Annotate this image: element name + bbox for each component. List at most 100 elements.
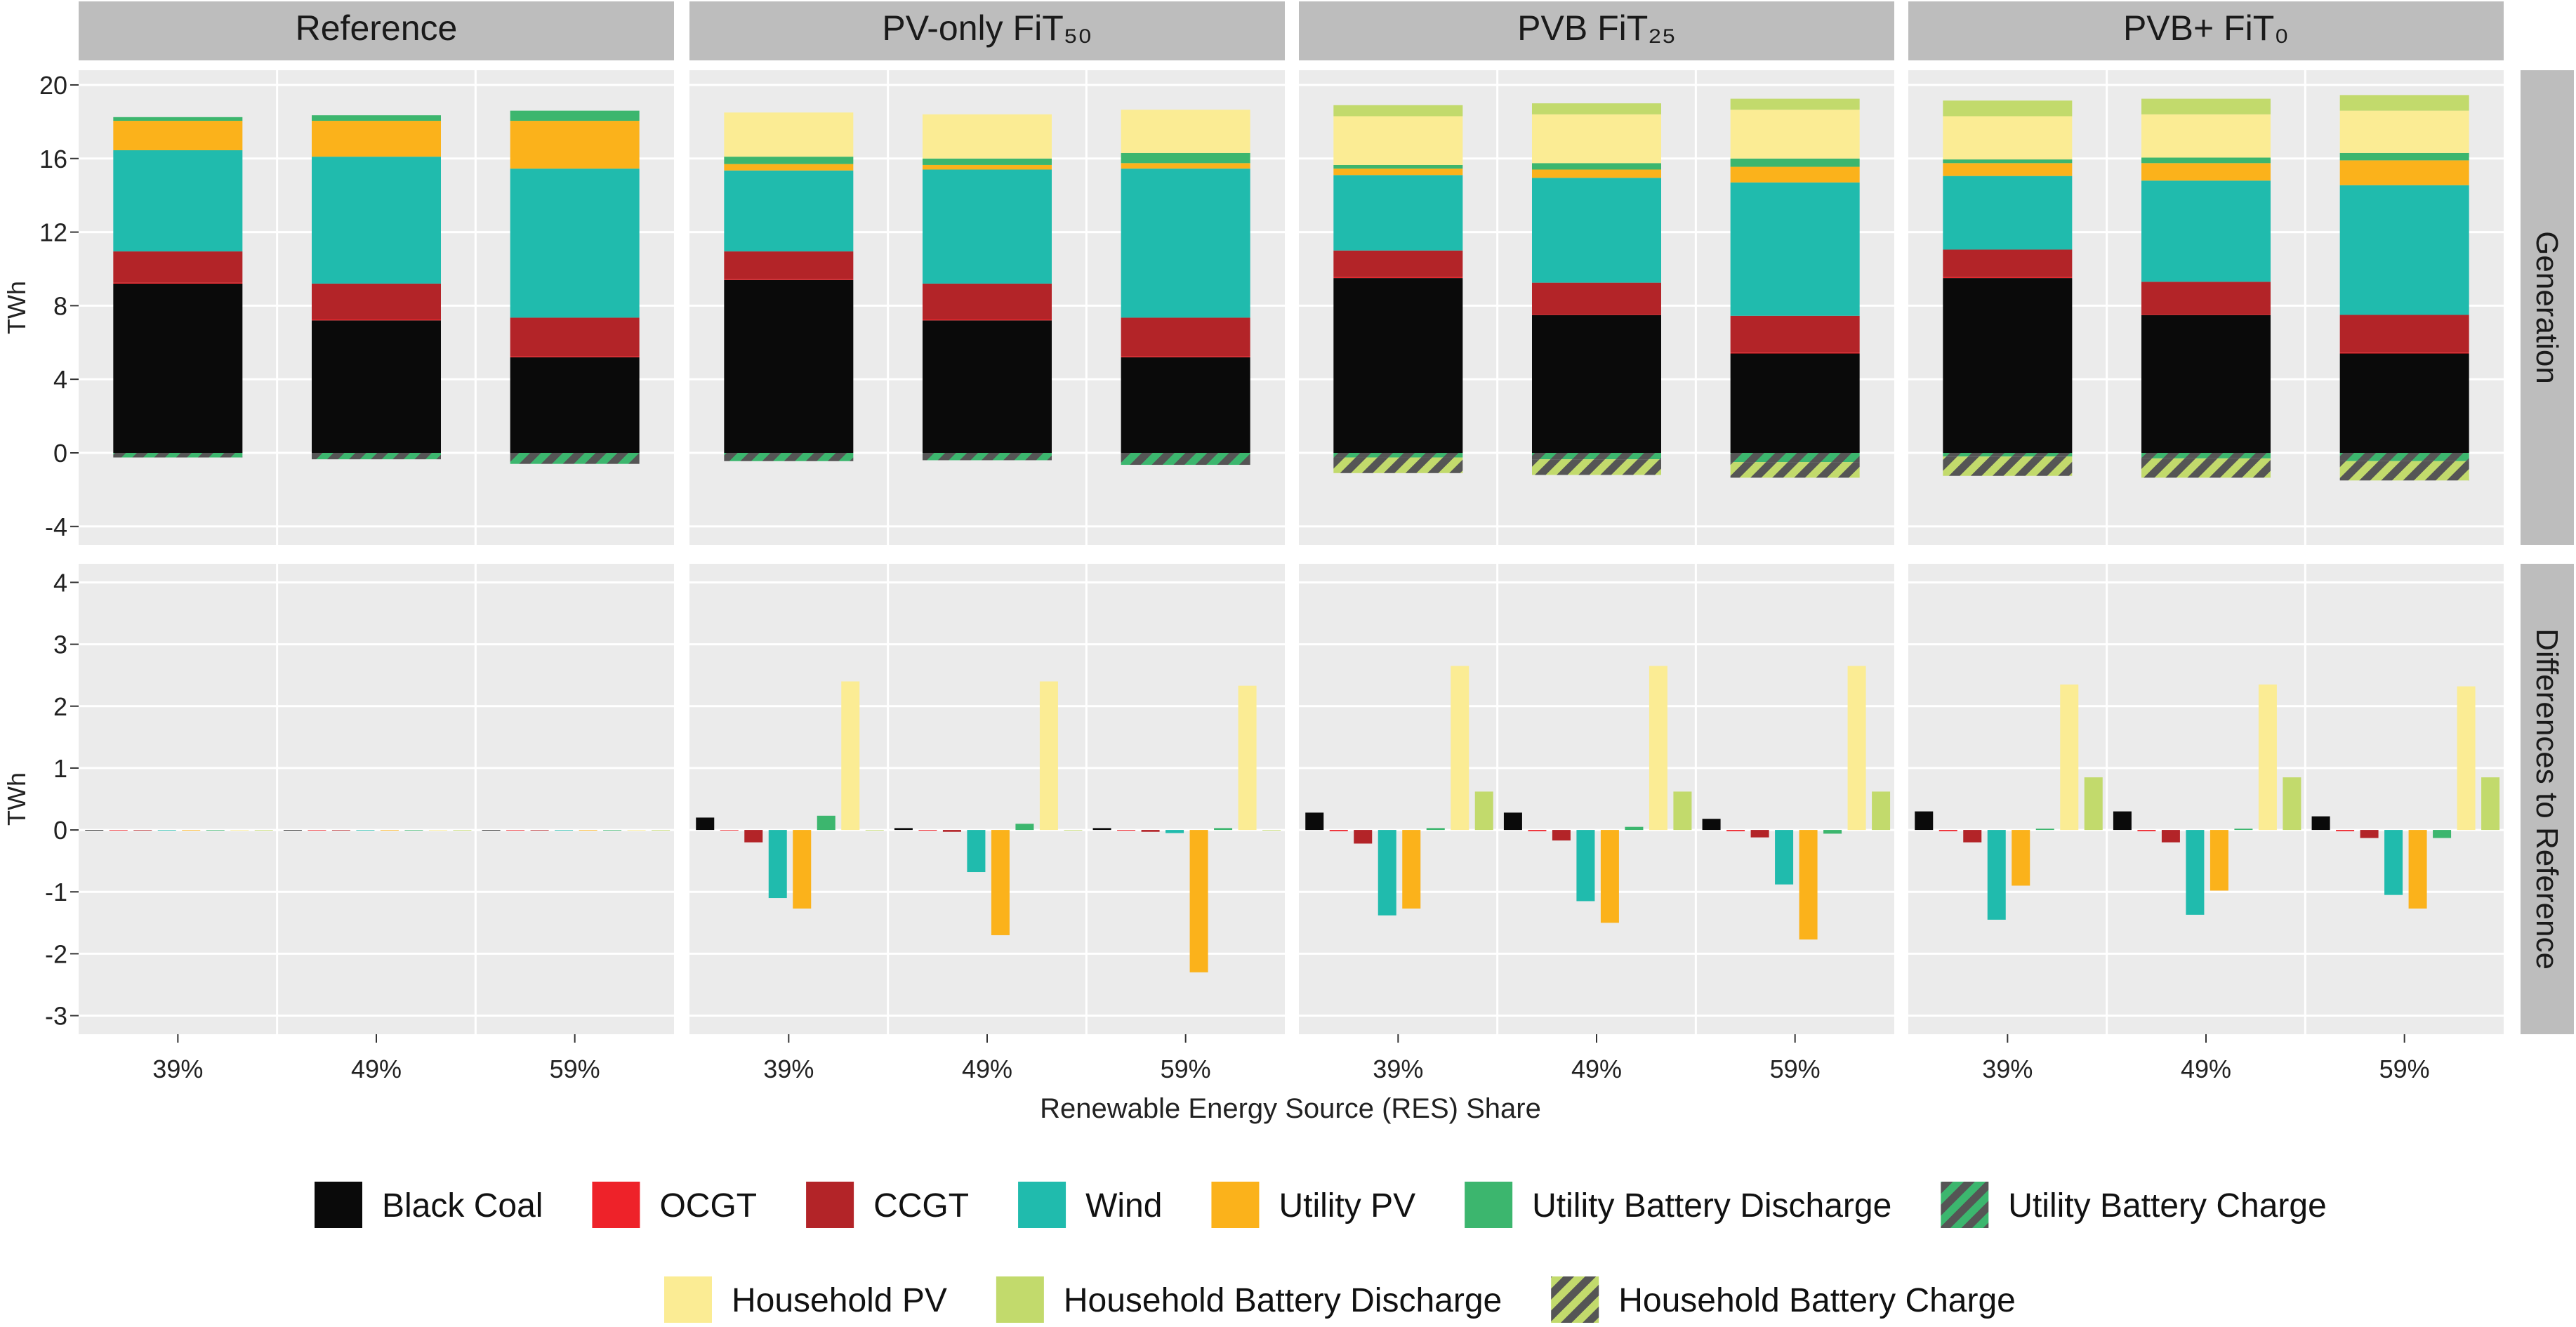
bar-segment-ocgt-39 [1943, 277, 2073, 279]
bar-segment-household-battery-charge-39 [1333, 457, 1463, 473]
diff-bar-household-battery-discharge-39 [2084, 777, 2103, 831]
diff-bar-utility-pv-59 [2408, 830, 2427, 909]
bar-segment-utility-battery-discharge-49 [923, 158, 1052, 165]
bar-segment-household-battery-discharge-59 [1730, 98, 1860, 110]
bar-segment-wind-49 [1532, 178, 1661, 283]
row-strip-background [2521, 564, 2574, 1034]
bar-segment-utility-battery-charge-49 [923, 452, 1052, 461]
bar-segment-utility-battery-charge-39 [1333, 452, 1463, 458]
diff-bar-household-battery-discharge-39 [865, 830, 884, 831]
legend-label: Household PV [732, 1282, 947, 1319]
bar-segment-household-battery-charge-49 [1532, 459, 1661, 475]
diff-bar-utility-battery-discharge-39 [817, 815, 835, 831]
diff-bar-utility-pv-39 [2012, 830, 2030, 886]
bar-segment-utility-battery-discharge-49 [2141, 157, 2271, 164]
legend-swatch [1465, 1182, 1513, 1228]
bar-segment-ccgt-59 [1121, 317, 1250, 357]
diff-bar-household-battery-discharge-39 [254, 830, 273, 831]
panels-layer [79, 70, 2504, 1034]
facet-strip-3: PVB FiT₂₅ [1299, 1, 1894, 60]
legend-item-ccgt: CCGT [806, 1182, 969, 1228]
legend-item-black-coal: Black Coal [315, 1182, 543, 1228]
diff-bar-household-battery-discharge-49 [1064, 830, 1083, 831]
diff-bar-wind-39 [1987, 830, 2006, 920]
bar-segment-household-pv-39 [1943, 116, 2073, 160]
y-tick-label: 16 [39, 145, 67, 173]
row-strip-label: Generation [2530, 231, 2564, 384]
facet-strip-background [1908, 1, 2504, 60]
bar-segment-household-pv-49 [2141, 114, 2271, 158]
diff-bar-black-coal-49 [1503, 812, 1522, 831]
diff-bar-black-coal-49 [894, 828, 913, 831]
legend-label: Utility PV [1279, 1187, 1415, 1224]
legend-item-utility-pv: Utility PV [1211, 1182, 1415, 1228]
legend-label: Utility Battery Charge [2008, 1187, 2327, 1224]
bar-segment-utility-pv-49 [923, 164, 1052, 170]
x-tick-label: 39% [1373, 1055, 1423, 1083]
bar-segment-ocgt-59 [2339, 352, 2469, 354]
bar-segment-black-coal-49 [923, 320, 1052, 453]
legend-swatch [1211, 1182, 1260, 1228]
diff-bar-household-battery-discharge-49 [1673, 791, 1692, 831]
bar-segment-utility-pv-39 [724, 164, 854, 171]
diff-bar-ccgt-39 [133, 830, 152, 831]
diff-bar-black-coal-59 [2311, 816, 2330, 831]
legend-layer: Black Coal OCGT CCGT Wind Utility PV Utility … [315, 1182, 2327, 1323]
bar-segment-household-pv-59 [2339, 110, 2469, 153]
diff-bar-utility-pv-49 [991, 830, 1010, 935]
legend-swatch [592, 1182, 640, 1228]
bar-segment-utility-battery-discharge-39 [1943, 159, 2073, 164]
generation-panel-1 [79, 70, 674, 545]
y-tick-label: 0 [53, 439, 67, 468]
diff-bar-ccgt-59 [1141, 830, 1160, 832]
bar-segment-wind-49 [923, 169, 1052, 284]
x-tick-label: 59% [1161, 1055, 1211, 1083]
generation-y-axis: -4 0 4 8 12 16 20 TWh [2, 71, 79, 541]
x-tick-label: 59% [1770, 1055, 1821, 1083]
diff-bar-utility-battery-discharge-49 [404, 830, 423, 831]
legend-item-utility-battery-discharge: Utility Battery Discharge [1465, 1182, 1891, 1228]
bar-segment-utility-battery-charge-59 [1730, 452, 1860, 463]
bar-segment-household-battery-charge-59 [2339, 461, 2469, 481]
legend-item-household-battery-charge: Household Battery Charge [1551, 1276, 2016, 1323]
facet-strip-background [689, 1, 1285, 60]
bar-segment-utility-battery-charge-59 [1121, 452, 1250, 466]
bar-segment-utility-battery-charge-49 [2141, 452, 2271, 458]
bar-segment-utility-battery-charge-59 [2339, 452, 2469, 461]
bar-segment-ccgt-49 [2141, 282, 2271, 315]
y-tick-label: 3 [53, 631, 67, 659]
diff-bar-ocgt-59 [506, 830, 525, 831]
bar-segment-household-pv-49 [923, 114, 1052, 159]
diff-bar-household-pv-59 [627, 830, 646, 831]
y-tick-label: -2 [45, 939, 67, 968]
diff-bar-household-battery-discharge-59 [1262, 830, 1281, 831]
diff-bar-wind-49 [967, 830, 986, 873]
diff-bar-utility-pv-39 [182, 830, 201, 831]
diff-bar-household-pv-39 [1451, 666, 1469, 831]
diff-bar-household-pv-49 [428, 830, 447, 831]
diff-bar-utility-battery-discharge-59 [1823, 830, 1842, 834]
bar-segment-household-battery-discharge-59 [2339, 95, 2469, 111]
diff-bar-ccgt-49 [331, 830, 350, 831]
diff-bar-utility-battery-discharge-49 [1625, 826, 1644, 831]
legend-swatch [996, 1276, 1044, 1323]
bar-segment-household-pv-39 [724, 112, 854, 157]
bar-segment-black-coal-39 [724, 279, 854, 453]
facet-strip-label: Reference [296, 8, 458, 48]
diff-bar-utility-battery-discharge-39 [206, 830, 225, 831]
bar-segment-ccgt-39 [1333, 250, 1463, 277]
bar-segment-black-coal-49 [312, 320, 441, 453]
bar-segment-household-pv-39 [1333, 116, 1463, 165]
strips-layer: Generation Differences to Reference Refere… [79, 1, 2574, 1034]
diff-bar-ocgt-59 [1117, 830, 1136, 831]
diff-bar-ocgt-59 [1726, 830, 1745, 831]
bar-segment-black-coal-39 [1333, 278, 1463, 453]
diff-bar-utility-battery-discharge-59 [1214, 828, 1233, 831]
bar-segment-ccgt-39 [1943, 249, 2073, 277]
diff-bar-wind-39 [1378, 830, 1396, 916]
generation-panel-4 [1908, 70, 2504, 545]
y-tick-label: 4 [53, 365, 67, 394]
differences-y-axis: -3 -2 -1 0 1 2 3 4 TWh [2, 568, 79, 1031]
diff-bar-household-pv-39 [841, 681, 860, 831]
